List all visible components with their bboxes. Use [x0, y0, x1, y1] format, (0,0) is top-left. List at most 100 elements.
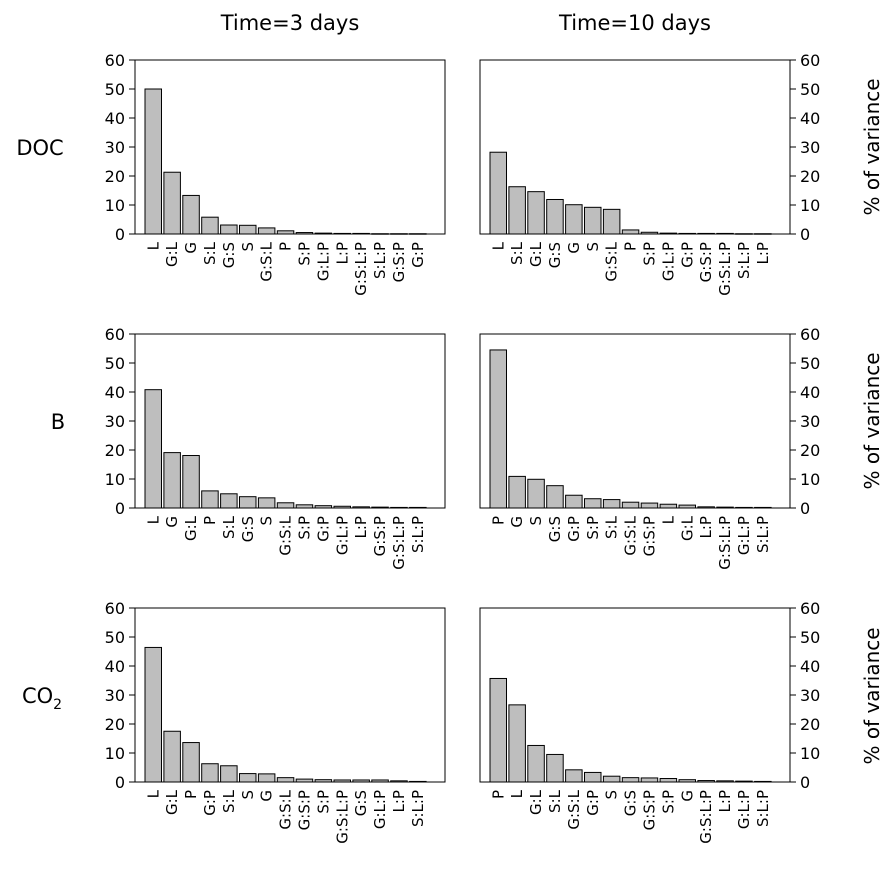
bar — [584, 498, 602, 509]
y-tick-label: 60 — [800, 51, 820, 70]
category-label: S:L — [603, 515, 621, 539]
y-tick-label: 30 — [800, 412, 820, 431]
category-label: S:P — [640, 242, 658, 266]
category-label: G:L:P — [659, 242, 677, 281]
category-label: G:S:L:P — [716, 516, 734, 570]
category-label: S — [239, 242, 257, 252]
bar — [584, 206, 602, 235]
category-label: L:P — [352, 516, 370, 538]
bar — [144, 389, 162, 509]
y-tick-label: 0 — [800, 225, 810, 244]
bar — [489, 677, 507, 783]
category-label: L — [659, 515, 677, 524]
category-label: S:P — [314, 790, 332, 814]
bar — [201, 763, 219, 783]
bar — [508, 186, 526, 235]
category-label: G — [508, 516, 526, 528]
y-tick-label: 0 — [800, 773, 810, 792]
category-label: G:S:P — [640, 790, 658, 830]
bar — [371, 506, 389, 509]
bar — [659, 503, 678, 509]
bar — [602, 499, 621, 509]
category-label: G:S:L:P — [716, 242, 734, 296]
bar — [163, 171, 181, 235]
bar — [295, 778, 314, 783]
category-label: G:S:P — [390, 242, 408, 282]
bar — [640, 777, 659, 783]
y-tick-label: 10 — [105, 744, 125, 763]
y-axis-title-row1: % of variance — [860, 78, 883, 215]
category-label: S:L:P — [735, 242, 753, 279]
bar — [508, 475, 526, 509]
category-label: G:S — [352, 790, 370, 816]
bar — [239, 224, 257, 235]
category-label: G:L:P — [735, 790, 753, 829]
category-label: L — [144, 789, 162, 798]
panel-frame — [479, 59, 791, 235]
bar — [352, 506, 370, 509]
category-label: P — [182, 790, 200, 799]
bar — [527, 191, 545, 235]
category-label: G — [182, 242, 200, 254]
y-tick-label: 0 — [115, 499, 125, 518]
category-label: S:L:P — [409, 516, 427, 553]
bar — [565, 769, 583, 783]
category-label: G:S:L — [277, 515, 295, 555]
bar — [546, 485, 564, 509]
category-label: S:L — [220, 789, 238, 813]
category-label: L — [508, 789, 526, 798]
y-tick-label: 10 — [800, 470, 820, 489]
category-label: G:S:L — [258, 241, 276, 281]
bar — [220, 493, 238, 509]
y-tick-label: 50 — [800, 80, 820, 99]
category-label: G:S — [220, 242, 238, 268]
bar — [489, 151, 507, 235]
category-label: G:S:P — [295, 790, 313, 830]
category-label: G — [258, 790, 276, 802]
bar — [144, 88, 162, 235]
category-label: S:L:P — [371, 242, 389, 279]
bar — [527, 478, 545, 509]
category-label: G — [565, 242, 583, 254]
bar — [565, 494, 583, 509]
bar — [276, 230, 295, 235]
y-tick-label: 10 — [800, 196, 820, 215]
row-title-doc: DOC — [16, 136, 63, 160]
bar — [182, 742, 200, 783]
category-label: L — [144, 515, 162, 524]
category-label: L:P — [754, 242, 772, 264]
bar — [640, 502, 659, 509]
category-label: G:S:P — [640, 516, 658, 556]
bar — [754, 780, 772, 783]
bar — [314, 232, 333, 235]
y-tick-label: 60 — [105, 599, 125, 618]
bar — [697, 506, 715, 509]
y-tick-label: 0 — [115, 773, 125, 792]
y-tick-label: 60 — [800, 325, 820, 344]
category-label: S — [527, 516, 545, 526]
category-label: L:P — [716, 790, 734, 812]
y-tick-label: 40 — [105, 109, 125, 128]
bar — [409, 780, 427, 783]
category-label: G:S:L — [622, 515, 640, 555]
bar — [508, 704, 526, 783]
y-tick-label: 20 — [800, 441, 820, 460]
panel-frame — [479, 607, 791, 783]
category-label: S:L — [201, 241, 219, 265]
bar — [390, 233, 408, 235]
category-label: L:P — [390, 790, 408, 812]
category-label: G:L — [182, 515, 200, 541]
bar — [333, 505, 351, 509]
category-label: G:L:P — [314, 242, 332, 281]
bar — [390, 780, 408, 783]
col-title-right: Time=10 days — [558, 11, 711, 35]
bar — [182, 194, 200, 235]
category-label: G:L:P — [333, 516, 351, 555]
bar — [201, 490, 219, 509]
bar — [257, 497, 276, 509]
bar — [257, 773, 276, 783]
y-tick-label: 20 — [105, 167, 125, 186]
category-label: G — [678, 790, 696, 802]
y-tick-label: 30 — [105, 686, 125, 705]
